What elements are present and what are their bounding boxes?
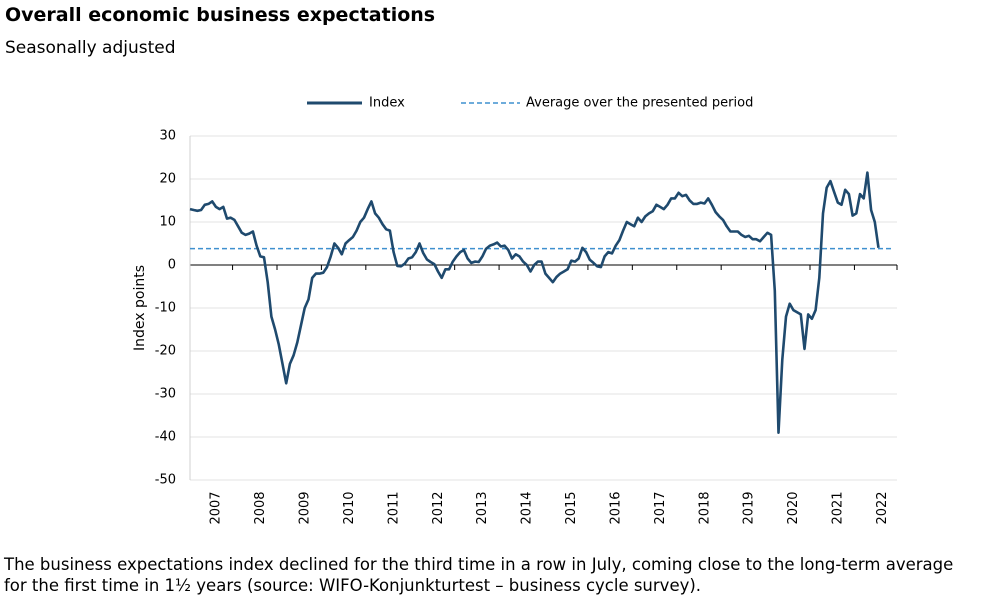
- x-tick-label: 2019: [742, 491, 757, 524]
- y-axis-label: Index points: [132, 265, 148, 351]
- x-tick-label: 2008: [253, 491, 268, 524]
- y-tick-label: -30: [155, 387, 176, 402]
- y-tick-label: -40: [155, 430, 176, 445]
- y-tick-label: 10: [159, 215, 176, 230]
- y-tick-label: 30: [159, 129, 176, 144]
- legend-label: Average over the presented period: [526, 96, 753, 111]
- chart-subtitle: Seasonally adjusted: [5, 38, 176, 58]
- y-tick-label: 0: [168, 258, 176, 273]
- index-line: [189, 171, 880, 434]
- chart-title: Overall economic business expectations: [5, 4, 435, 26]
- x-tick-label: 2022: [875, 491, 890, 524]
- x-tick-label: 2013: [475, 491, 490, 524]
- x-tick-label: 2014: [520, 491, 535, 524]
- y-tick-label: -50: [155, 473, 176, 488]
- x-tick-label: 2007: [209, 491, 224, 524]
- x-tick-label: 2017: [653, 491, 668, 524]
- x-tick-label: 2015: [564, 491, 579, 524]
- y-tick-label: -10: [155, 301, 176, 316]
- y-tick-label: 20: [159, 172, 176, 187]
- caption: The business expectations index declined…: [3, 555, 959, 595]
- legend-label: Index: [369, 96, 405, 111]
- x-tick-label: 2020: [786, 491, 801, 524]
- x-tick-label: 2009: [298, 491, 313, 524]
- x-tick-label: 2018: [697, 491, 712, 524]
- x-tick-label: 2016: [608, 491, 623, 524]
- x-tick-label: 2021: [831, 491, 846, 524]
- x-tick-label: 2012: [431, 491, 446, 524]
- x-tick-label: 2011: [386, 491, 401, 524]
- y-tick-label: -20: [155, 344, 176, 359]
- x-tick-label: 2010: [342, 491, 357, 524]
